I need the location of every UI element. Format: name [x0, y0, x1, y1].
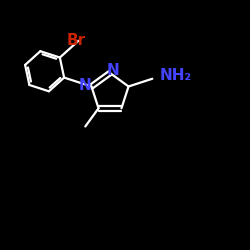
Text: N: N — [106, 63, 120, 78]
Text: N: N — [79, 78, 92, 93]
Text: NH₂: NH₂ — [160, 68, 192, 83]
Text: Br: Br — [66, 33, 86, 48]
